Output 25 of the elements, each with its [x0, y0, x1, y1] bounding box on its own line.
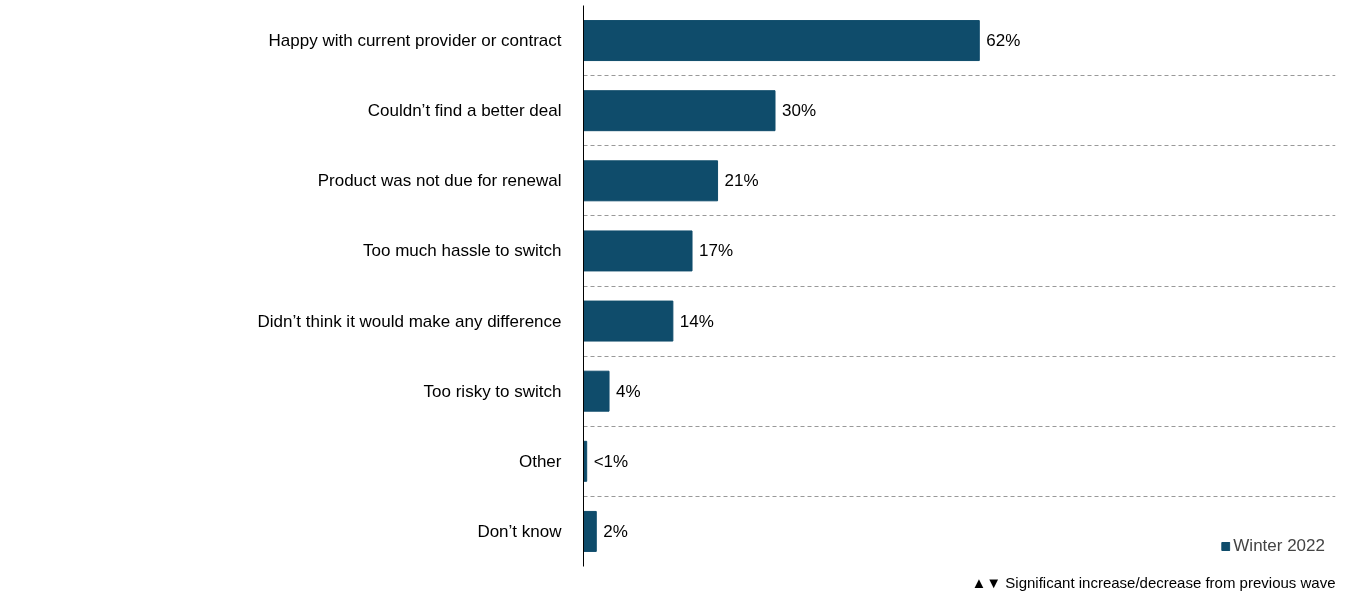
data-label: <1% — [593, 451, 629, 471]
y-tick-label: Other — [518, 451, 562, 471]
data-label: 30% — [782, 101, 817, 121]
y-tick-label: Didn’t think it would make any difference — [257, 311, 562, 331]
y-tick-label: Couldn’t find a better deal — [367, 101, 562, 121]
bar — [583, 370, 610, 412]
data-label: 62% — [986, 31, 1021, 51]
y-tick-label: Happy with current provider or contract — [268, 31, 562, 51]
y-tick-label: Product was not due for renewal — [317, 171, 562, 191]
text: ▲▼ Significant increase/decrease from previous wave — [971, 573, 1336, 591]
bar — [583, 20, 980, 62]
data-label: 17% — [699, 241, 734, 261]
data-label: 14% — [679, 311, 714, 331]
bar — [583, 510, 597, 552]
data-label: 21% — [724, 171, 759, 191]
y-tick-label: Don’t know — [477, 521, 563, 541]
bar — [583, 160, 719, 202]
legend-label: Winter 2022 — [1233, 536, 1325, 556]
data-label: 2% — [603, 521, 628, 541]
bar — [583, 300, 674, 342]
bar — [583, 230, 693, 272]
bar — [583, 90, 776, 132]
data-label: 4% — [616, 381, 641, 401]
y-tick-label: Too much hassle to switch — [363, 241, 562, 261]
y-tick-label: Too risky to switch — [423, 381, 562, 401]
